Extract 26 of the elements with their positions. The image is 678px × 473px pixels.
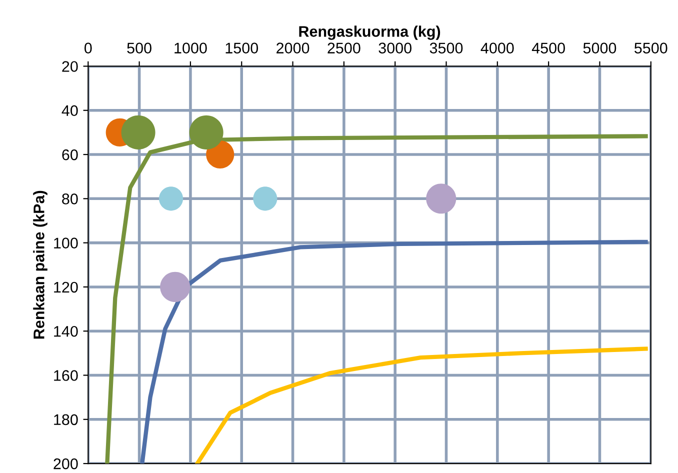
x-tick-label: 5000 (583, 42, 616, 54)
y-tick-label: 80 (62, 194, 78, 204)
y-tick-label: 180 (54, 414, 78, 426)
y-tick-label: 140 (54, 326, 78, 337)
line-series (195, 346, 648, 464)
y-axis-title: Renkaan paine (kPa) (33, 190, 48, 339)
x-tick-label: 3500 (430, 42, 463, 54)
line-series (140, 240, 648, 464)
x-tick-label: 3000 (378, 42, 412, 54)
x-tick-label: 500 (127, 42, 152, 54)
x-tick-label: 1500 (226, 42, 258, 54)
x-tick-label: 1000 (174, 42, 207, 54)
x-tick-label: 4000 (480, 42, 514, 54)
y-tick-label: 60 (62, 149, 78, 160)
x-axis-title: Rengaskuorma (kg) (299, 26, 440, 40)
x-tick-label: 2500 (328, 42, 360, 54)
y-tick-label: 20 (62, 61, 78, 72)
x-tick-label: 4500 (532, 42, 565, 54)
y-tick-label: 40 (62, 105, 78, 116)
y-tick-label: 100 (54, 238, 78, 248)
y-tick-label: 120 (54, 282, 78, 293)
x-tick-label: 5500 (634, 42, 668, 54)
y-tick-label: 200 (54, 458, 78, 470)
x-tick-label: 2000 (276, 42, 310, 54)
x-tick-label: 0 (84, 42, 92, 54)
y-tick-label: 160 (54, 370, 78, 381)
